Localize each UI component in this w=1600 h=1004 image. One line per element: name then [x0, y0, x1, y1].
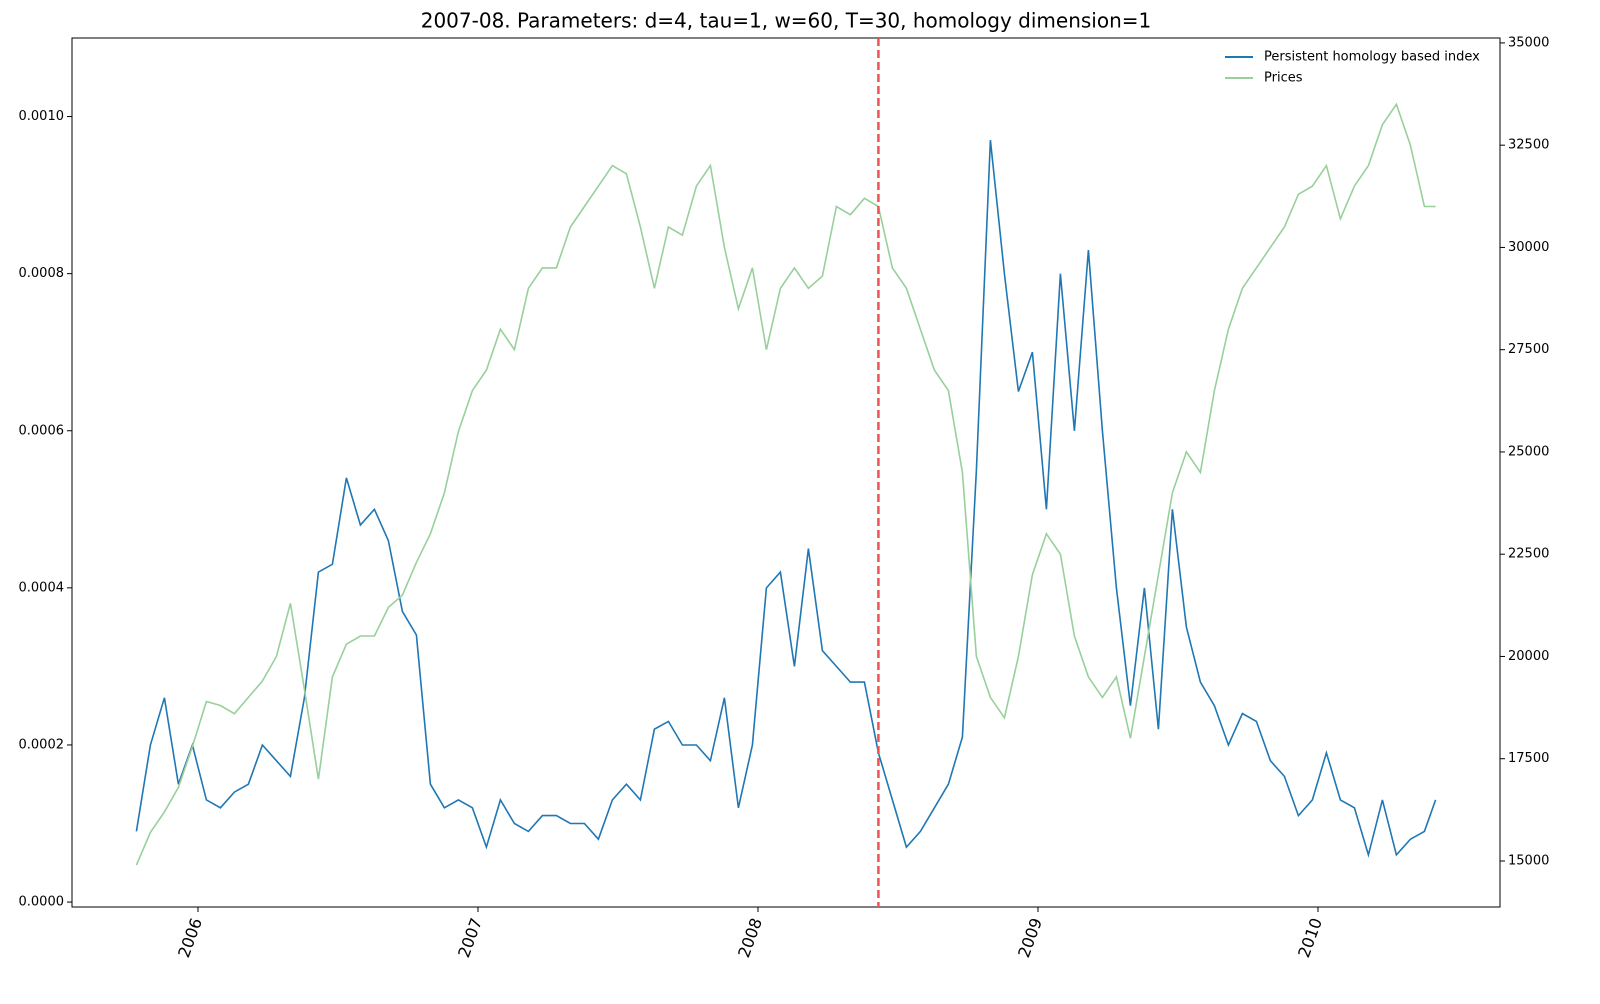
x-tick-label: 2008	[734, 915, 766, 960]
y2-tick-label: 15000	[1508, 853, 1549, 868]
x-tick-label: 2010	[1294, 915, 1326, 960]
x-tick-label: 2007	[454, 915, 486, 960]
y2-tick-label: 32500	[1508, 138, 1549, 153]
y-tick-label: 0.0000	[19, 895, 65, 910]
y2-tick-label: 22500	[1508, 547, 1549, 562]
x-tick-label: 2009	[1014, 915, 1046, 960]
y2-tick-label: 30000	[1508, 240, 1549, 255]
chart-title: 2007-08. Parameters: d=4, tau=1, w=60, T…	[421, 9, 1152, 33]
y-tick-label: 0.0004	[19, 580, 65, 595]
y2-tick-label: 20000	[1508, 649, 1549, 664]
y-tick-label: 0.0008	[19, 266, 65, 281]
y2-tick-label: 25000	[1508, 444, 1549, 459]
legend-label: Persistent homology based index	[1264, 50, 1480, 65]
x-tick-label: 2006	[174, 915, 206, 960]
y2-tick-label: 35000	[1508, 35, 1549, 50]
legend-label: Prices	[1264, 71, 1303, 86]
y2-tick-label: 27500	[1508, 342, 1549, 357]
plot-frame	[71, 37, 1501, 908]
y-tick-label: 0.0006	[19, 423, 65, 438]
y-tick-label: 0.0002	[19, 737, 65, 752]
y2-tick-label: 17500	[1508, 751, 1549, 766]
series-line	[135, 102, 1436, 866]
series-line	[135, 140, 1437, 858]
y-tick-label: 0.0010	[19, 109, 65, 124]
